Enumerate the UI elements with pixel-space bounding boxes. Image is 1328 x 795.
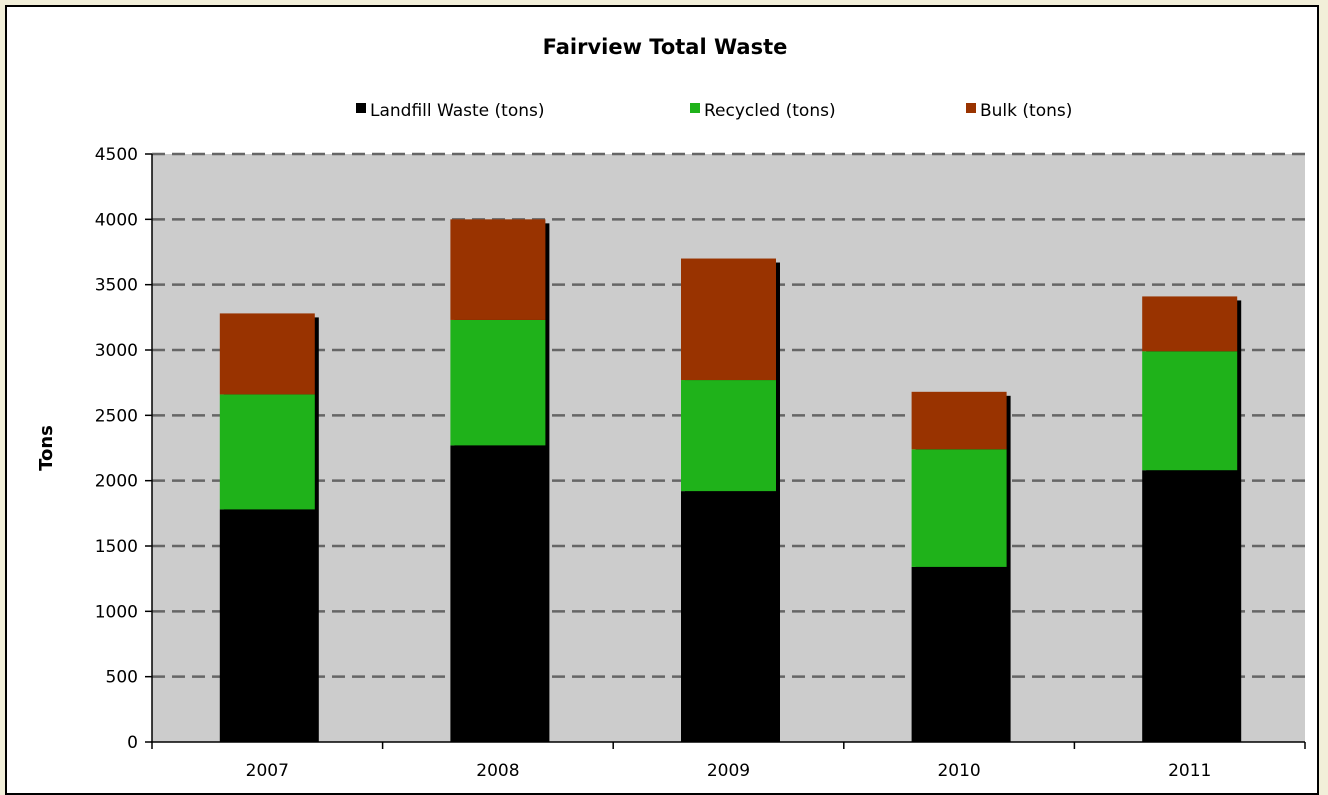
y-tick-label: 3500	[95, 276, 138, 296]
legend-item: Landfill Waste (tons)	[356, 101, 545, 121]
bars	[219, 219, 1242, 743]
bar-2009-series-1	[681, 380, 776, 492]
y-tick-label: 1500	[95, 537, 138, 557]
bar-2007-series-1	[219, 394, 315, 510]
bar-2010-series-0	[911, 566, 1007, 742]
y-tick-label: 0	[127, 733, 138, 753]
x-tick-label: 2008	[476, 761, 519, 781]
bar-2011-series-2	[1142, 296, 1238, 352]
x-tick-label: 2007	[246, 761, 289, 781]
y-tick-label: 500	[106, 668, 138, 688]
legend-label: Bulk (tons)	[980, 101, 1072, 121]
gridlines	[152, 152, 1305, 678]
y-tick-labels: 0 500 1000 1500 2000 2500 3000 3500 4000 4500	[95, 145, 138, 753]
x-tick-label: 2009	[707, 761, 750, 781]
legend-swatch	[690, 103, 700, 113]
bar-2010-series-1	[911, 449, 1007, 567]
bar-2009-series-2	[681, 258, 776, 381]
x-tick-label: 2011	[1168, 761, 1211, 781]
bar-2011-series-1	[1142, 351, 1238, 471]
y-tick-label: 4000	[95, 210, 138, 230]
y-tick-label: 2000	[95, 472, 138, 492]
legend-swatch	[356, 103, 366, 113]
y-tick-label: 4500	[95, 145, 138, 165]
bar-2011-series-0	[1142, 470, 1238, 742]
legend: Landfill Waste (tons) Recycled (tons) Bulk…	[356, 101, 1072, 121]
bar-2008-series-0	[450, 445, 546, 742]
y-axis-title: Tons	[36, 425, 57, 471]
legend-item: Bulk (tons)	[966, 101, 1072, 121]
legend-item: Recycled (tons)	[690, 101, 836, 121]
bar-2007-series-0	[219, 509, 315, 742]
bar-2007-series-2	[219, 313, 315, 395]
x-tick-labels: 2007 2008 2009 2010 2011	[246, 761, 1212, 781]
legend-label: Recycled (tons)	[704, 101, 836, 121]
y-tick-label: 1000	[95, 602, 138, 622]
x-tick-label: 2010	[937, 761, 980, 781]
bar-2010-series-2	[911, 391, 1007, 450]
y-tick-label: 3000	[95, 341, 138, 361]
bar-2009-series-0	[681, 491, 776, 742]
bar-2008-series-2	[450, 219, 546, 320]
bar-2008-series-1	[450, 319, 546, 446]
y-tick-label: 2500	[95, 406, 138, 426]
legend-swatch	[966, 103, 976, 113]
legend-label: Landfill Waste (tons)	[370, 101, 545, 121]
chart-title: Fairview Total Waste	[543, 35, 788, 59]
axes	[145, 153, 1306, 749]
